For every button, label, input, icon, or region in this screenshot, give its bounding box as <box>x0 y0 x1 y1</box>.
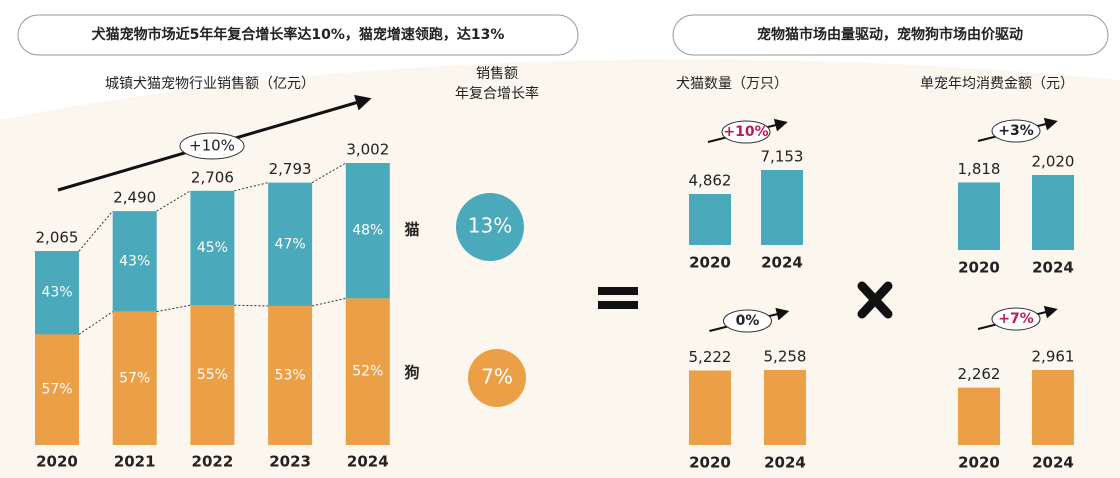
bar <box>689 194 731 245</box>
segment-label: 43% <box>119 253 150 269</box>
dog-segment <box>112 311 157 445</box>
cat-segment <box>190 190 235 306</box>
x-tick-label: 2020 <box>689 454 731 472</box>
connector <box>78 311 113 335</box>
header-left: 犬猫宠物市场近5年年复合增长率达10%，猫宠增速领跑，达13% <box>92 26 505 43</box>
connector <box>78 210 114 252</box>
x-tick-label: 2020 <box>958 259 1000 277</box>
value-label: 2,961 <box>1032 348 1075 366</box>
value-label: 4,862 <box>689 172 732 190</box>
value-label: 2,262 <box>958 365 1001 383</box>
cagr-circle <box>468 349 526 407</box>
background <box>0 59 1120 478</box>
total-label: 2,065 <box>36 229 79 247</box>
segment-label: 48% <box>352 223 383 239</box>
change-label: +7% <box>998 311 1034 327</box>
header-right: 宠物猫市场由量驱动，宠物狗市场由价驱动 <box>757 26 1023 43</box>
cagr-label: 13% <box>468 214 512 238</box>
connector <box>156 190 191 212</box>
change-badge <box>723 309 772 333</box>
change-badge <box>991 119 1041 143</box>
total-label: 3,002 <box>346 141 389 159</box>
bar <box>958 387 1000 445</box>
value-label: 1,818 <box>958 160 1001 178</box>
value-label: 5,258 <box>764 348 807 366</box>
change-label: +3% <box>998 123 1034 139</box>
x-tick-label: 2020 <box>689 254 731 272</box>
segment-label: 53% <box>275 367 306 383</box>
x-tick-label: 2024 <box>1032 454 1074 472</box>
bar <box>761 170 803 245</box>
dog-segment <box>345 298 390 445</box>
arrow-head <box>773 118 788 132</box>
arrow-head <box>354 94 372 111</box>
header-pill <box>17 14 579 56</box>
segment-label: 57% <box>41 382 72 398</box>
connector <box>156 304 191 313</box>
cat-segment <box>112 211 157 312</box>
cat-segment <box>345 163 390 299</box>
bar <box>689 370 731 445</box>
x-tick-label: 2023 <box>269 453 311 471</box>
dog-segment <box>190 305 235 445</box>
change-label: +10% <box>723 124 768 140</box>
chart-title: 城镇犬猫宠物行业销售额（亿元） <box>105 76 315 92</box>
arrow-head <box>1043 305 1058 319</box>
bar <box>958 182 1000 250</box>
cat-segment <box>268 182 313 306</box>
arrow-head <box>775 307 790 321</box>
trend-badge <box>179 132 245 160</box>
x-tick-label: 2024 <box>1032 259 1074 277</box>
trend-label: +10% <box>189 137 235 155</box>
bar <box>764 370 806 445</box>
value-label: 7,153 <box>761 148 804 166</box>
dog-segment <box>268 305 313 445</box>
value-label: 2,020 <box>1032 153 1075 171</box>
cagr-circle <box>456 193 524 261</box>
x-tick-label: 2021 <box>114 453 156 471</box>
connector <box>311 297 346 307</box>
total-label: 2,706 <box>191 168 234 186</box>
segment-label: 45% <box>197 240 228 256</box>
x-tick-label: 2024 <box>764 454 806 472</box>
cat-segment <box>35 251 79 335</box>
change-badge <box>991 307 1041 331</box>
x-tick-label: 2022 <box>192 453 234 471</box>
chart-title: 犬猫数量（万只） <box>676 76 788 92</box>
segment-label: 55% <box>197 367 228 383</box>
connector <box>234 182 269 192</box>
change-badge <box>721 120 771 144</box>
times-sign <box>857 281 893 319</box>
dog-segment <box>35 334 79 445</box>
total-label: 2,490 <box>113 189 156 207</box>
arrow-head <box>1043 117 1058 131</box>
segment-label: 43% <box>41 285 72 301</box>
chart-title: 单宠年均消费金额（元） <box>920 76 1074 92</box>
change-label: 0% <box>736 313 760 329</box>
x-tick-label: 2024 <box>761 254 803 272</box>
total-label: 2,793 <box>269 160 312 178</box>
bar <box>1032 175 1074 250</box>
legend-label: 狗 <box>404 364 419 382</box>
cagr-label: 7% <box>481 365 513 389</box>
segment-label: 52% <box>352 364 383 380</box>
segment-label: 57% <box>119 370 150 386</box>
connector <box>234 304 269 307</box>
connector <box>311 162 347 184</box>
value-label: 5,222 <box>689 348 732 366</box>
equals-sign <box>598 287 638 295</box>
cagr-title: 年复合增长率 <box>455 85 539 102</box>
x-tick-label: 2024 <box>347 453 389 471</box>
legend-label: 猫 <box>404 221 419 239</box>
bar <box>1032 370 1074 445</box>
header-pill <box>672 14 1109 56</box>
segment-label: 47% <box>275 236 306 252</box>
equals-sign <box>598 301 638 309</box>
cagr-title: 销售额 <box>476 66 518 82</box>
x-tick-label: 2020 <box>958 454 1000 472</box>
x-tick-label: 2020 <box>36 453 78 471</box>
